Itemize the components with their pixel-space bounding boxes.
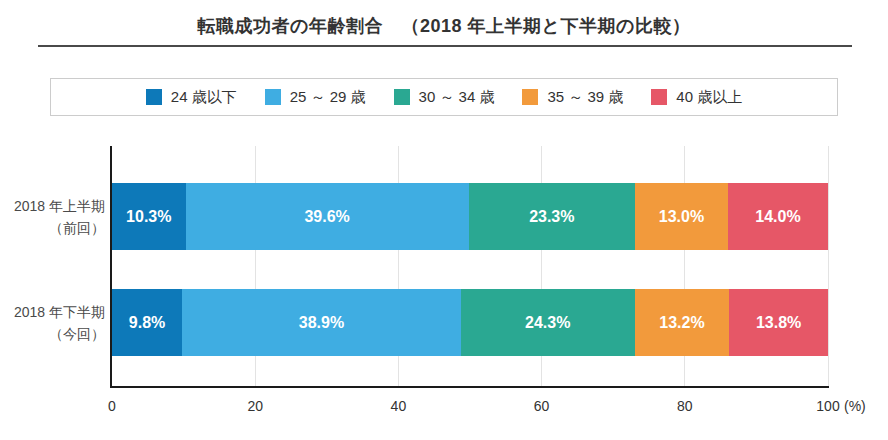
x-tick-label: 60 [534,398,550,414]
bar-row: 9.8% 38.9% 24.3% 13.2% 13.8% [112,289,828,356]
x-tick-label: 100 [816,398,839,414]
bar-segment: 24.3% [461,289,635,356]
category-label: 2018 年下半期（今回） [0,289,105,356]
category-label-main: 2018 年下半期 [0,301,105,323]
bar-segment: 38.9% [182,289,461,356]
bar-row: 10.3% 39.6% 23.3% 13.0% 14.0% [112,183,828,250]
bar-segment: 13.8% [729,289,828,356]
chart-screen: 転職成功者の年齢割合 （2018 年上半期と下半期の比較） 24 歳以下25 ～… [0,0,888,440]
bar-value-label: 23.3% [529,208,574,226]
bar-segment: 14.0% [728,183,828,250]
bar-value-label: 24.3% [525,314,570,332]
x-tick-label: 40 [391,398,407,414]
bar-value-label: 10.3% [126,208,171,226]
x-axis-unit: (%) [844,398,866,414]
category-label: 2018 年上半期（前回） [0,183,105,250]
y-axis-line [110,146,112,388]
bar-segment: 39.6% [186,183,469,250]
bar-segment: 13.0% [635,183,728,250]
bar-value-label: 13.2% [659,314,704,332]
category-label-sub: （今回） [0,323,105,345]
bar-segment: 10.3% [112,183,186,250]
stacked-bar-chart: 2018 年上半期（前回） 10.3% 39.6% 23.3% 13.0% 14.0% 20… [0,0,888,440]
bar-value-label: 13.0% [659,208,704,226]
bar-segment: 13.2% [635,289,730,356]
bar-value-label: 14.0% [755,208,800,226]
bar-value-label: 13.8% [756,314,801,332]
bar-value-label: 9.8% [129,314,165,332]
bar-segment: 9.8% [112,289,182,356]
category-label-main: 2018 年上半期 [0,195,105,217]
bar-value-label: 39.6% [304,208,349,226]
bar-value-label: 38.9% [299,314,344,332]
x-tick-label: 80 [677,398,693,414]
category-label-sub: （前回） [0,217,105,239]
x-tick-label: 20 [247,398,263,414]
x-axis-line [110,386,829,388]
x-tick-label: 0 [108,398,116,414]
bar-segment: 23.3% [469,183,636,250]
